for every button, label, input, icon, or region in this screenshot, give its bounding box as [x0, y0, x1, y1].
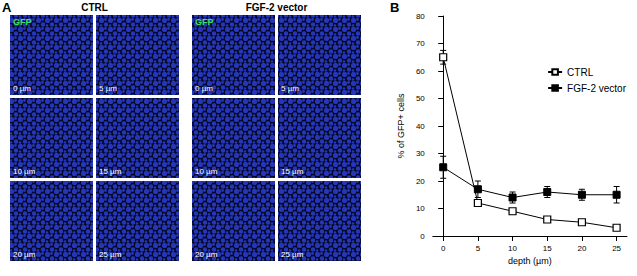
svg-text:15 µm: 15 µm — [281, 167, 304, 176]
svg-text:5 µm: 5 µm — [99, 84, 117, 93]
html-text:A: A — [2, 0, 12, 15]
svg-text:10: 10 — [416, 204, 425, 213]
svg-text:15 µm: 15 µm — [99, 167, 122, 176]
html-text:FGF-2 vector: FGF-2 vector — [245, 2, 308, 13]
svg-text:10: 10 — [508, 244, 517, 253]
svg-text:5 µm: 5 µm — [281, 84, 299, 93]
svg-text:60: 60 — [416, 67, 425, 76]
svg-text:FGF-2 vector: FGF-2 vector — [567, 83, 627, 94]
svg-text:15: 15 — [543, 244, 552, 253]
svg-text:25 µm: 25 µm — [99, 250, 122, 259]
svg-text:20: 20 — [416, 177, 425, 186]
svg-text:% of GFP+ cells: % of GFP+ cells — [396, 93, 406, 158]
svg-text:GFP: GFP — [195, 17, 214, 27]
svg-text:40: 40 — [416, 122, 425, 131]
svg-text:25: 25 — [612, 244, 621, 253]
svg-text:20 µm: 20 µm — [195, 250, 218, 259]
svg-text:50: 50 — [416, 94, 425, 103]
html-text:B: B — [390, 0, 400, 15]
svg-text:0: 0 — [441, 244, 446, 253]
svg-text:10 µm: 10 µm — [195, 167, 218, 176]
svg-text:10 µm: 10 µm — [13, 167, 36, 176]
svg-text:GFP: GFP — [13, 17, 32, 27]
svg-text:20: 20 — [577, 244, 586, 253]
svg-text:20 µm: 20 µm — [13, 250, 36, 259]
svg-text:70: 70 — [416, 39, 425, 48]
svg-text:80: 80 — [416, 12, 425, 21]
svg-text:30: 30 — [416, 149, 425, 158]
svg-text:5: 5 — [476, 244, 481, 253]
svg-text:0: 0 — [420, 232, 425, 241]
svg-text:0 µm: 0 µm — [13, 84, 31, 93]
html-text:CTRL: CTRL — [81, 2, 108, 13]
svg-text:25 µm: 25 µm — [281, 250, 304, 259]
svg-text:CTRL: CTRL — [567, 67, 594, 78]
svg-text:depth (µm): depth (µm) — [508, 256, 552, 266]
svg-text:0 µm: 0 µm — [195, 84, 213, 93]
